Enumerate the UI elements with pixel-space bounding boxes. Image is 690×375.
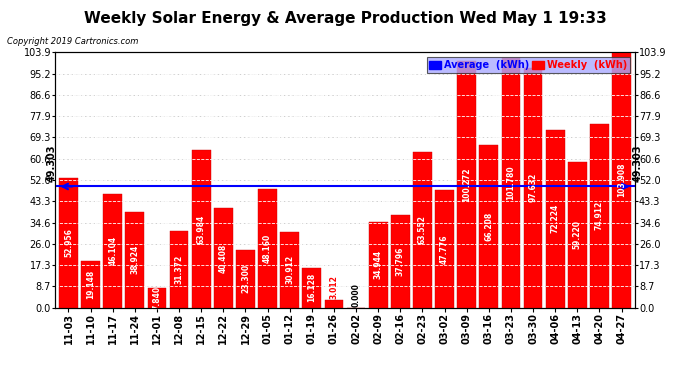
Text: 48.160: 48.160: [263, 234, 272, 263]
Bar: [81, 261, 100, 308]
Bar: [214, 209, 233, 308]
Bar: [324, 300, 344, 307]
Legend: Average  (kWh), Weekly  (kWh): Average (kWh), Weekly (kWh): [426, 57, 630, 73]
Text: Weekly Solar Energy & Average Production Wed May 1 19:33: Weekly Solar Energy & Average Production…: [83, 11, 607, 26]
Bar: [568, 162, 586, 308]
Bar: [170, 231, 188, 308]
Text: 103.908: 103.908: [617, 163, 626, 197]
Text: 66.208: 66.208: [484, 211, 493, 241]
Text: 49.303: 49.303: [633, 144, 643, 182]
Text: 74.912: 74.912: [595, 201, 604, 230]
Bar: [126, 212, 144, 308]
Bar: [104, 194, 122, 308]
Bar: [524, 68, 542, 308]
Bar: [457, 62, 476, 308]
Text: 47.776: 47.776: [440, 234, 449, 264]
Bar: [435, 190, 454, 308]
Text: 16.128: 16.128: [307, 273, 316, 302]
Bar: [302, 268, 322, 308]
Bar: [280, 232, 299, 308]
Bar: [368, 222, 388, 308]
Text: 101.780: 101.780: [506, 165, 515, 200]
Text: 34.944: 34.944: [374, 250, 383, 279]
Bar: [413, 152, 432, 308]
Text: 19.148: 19.148: [86, 269, 95, 298]
Text: 59.220: 59.220: [573, 220, 582, 249]
Text: 23.300: 23.300: [241, 264, 250, 294]
Text: 52.956: 52.956: [64, 228, 73, 257]
Text: 38.924: 38.924: [130, 245, 139, 274]
Text: 100.272: 100.272: [462, 167, 471, 202]
Text: 7.840: 7.840: [152, 286, 161, 310]
Bar: [236, 251, 255, 308]
Text: 97.632: 97.632: [529, 173, 538, 202]
Text: 63.984: 63.984: [197, 214, 206, 244]
Text: 72.224: 72.224: [551, 204, 560, 234]
Bar: [148, 288, 166, 308]
Bar: [59, 177, 78, 308]
Bar: [391, 215, 410, 308]
Bar: [546, 130, 564, 308]
Text: 30.912: 30.912: [285, 255, 294, 284]
Bar: [590, 124, 609, 308]
Bar: [612, 53, 631, 308]
Bar: [192, 150, 210, 308]
Text: 40.408: 40.408: [219, 243, 228, 273]
Text: 31.372: 31.372: [175, 254, 184, 284]
Bar: [502, 58, 520, 308]
Bar: [258, 189, 277, 308]
Bar: [480, 145, 498, 308]
Text: 46.104: 46.104: [108, 236, 117, 266]
Text: Copyright 2019 Cartronics.com: Copyright 2019 Cartronics.com: [7, 38, 138, 46]
Text: 63.552: 63.552: [418, 215, 427, 244]
Text: 3.012: 3.012: [329, 275, 338, 299]
Text: 0.000: 0.000: [352, 283, 361, 307]
Text: 37.796: 37.796: [396, 246, 405, 276]
Text: 49.303: 49.303: [47, 144, 57, 182]
